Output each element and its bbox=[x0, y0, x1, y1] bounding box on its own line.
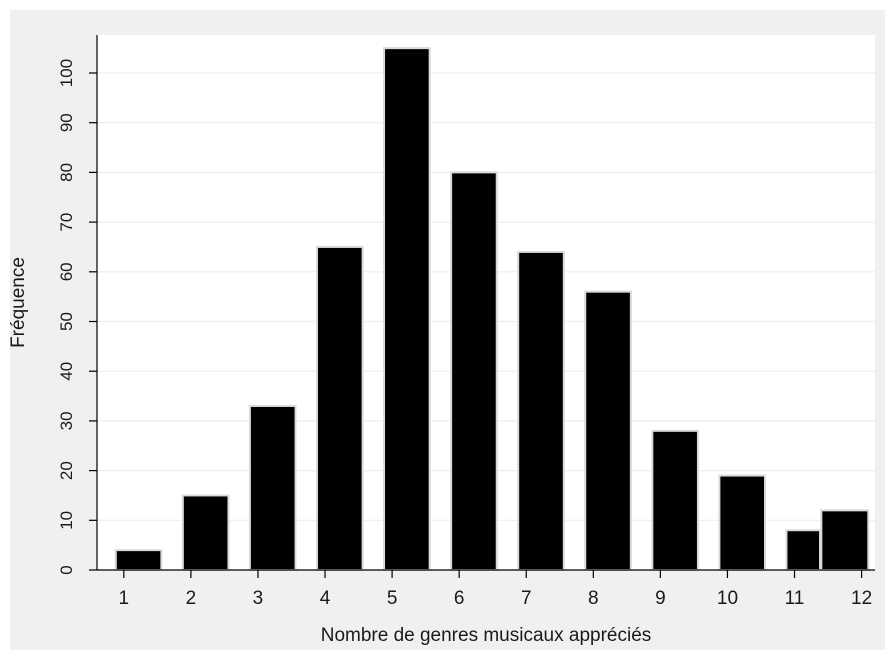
y-axis-ticks: 0 10 20 30 40 50 60 70 80 90 100 bbox=[57, 59, 97, 575]
y-tick-label: 10 bbox=[57, 511, 76, 530]
bar bbox=[114, 549, 163, 571]
bar bbox=[248, 404, 297, 571]
y-tick-label: 80 bbox=[57, 163, 76, 182]
x-tick-label: 11 bbox=[785, 588, 805, 609]
y-tick-label: 20 bbox=[57, 461, 76, 480]
x-axis-ticks: 1 2 3 4 5 6 7 8 9 10 11 12 bbox=[119, 570, 872, 609]
bar bbox=[181, 494, 230, 572]
axes bbox=[96, 35, 875, 571]
bar bbox=[718, 474, 767, 572]
x-tick-label: 8 bbox=[588, 588, 599, 609]
bar bbox=[785, 529, 822, 571]
bar bbox=[651, 429, 699, 571]
x-tick-label: 6 bbox=[454, 588, 465, 609]
x-tick-label: 12 bbox=[851, 588, 872, 609]
y-tick-label: 60 bbox=[57, 262, 76, 281]
bar bbox=[450, 171, 498, 571]
x-tick-label: 9 bbox=[655, 588, 666, 609]
bar bbox=[517, 250, 565, 571]
y-tick-label: 70 bbox=[57, 213, 76, 232]
bar bbox=[383, 47, 431, 571]
bar bbox=[820, 509, 870, 571]
y-tick-label: 30 bbox=[57, 411, 76, 430]
x-axis-title: Nombre de genres musicaux appréciés bbox=[321, 625, 652, 646]
x-tick-label: 3 bbox=[253, 588, 264, 609]
y-tick-label: 100 bbox=[57, 59, 76, 87]
x-tick-label: 4 bbox=[320, 588, 331, 609]
bar bbox=[584, 290, 632, 571]
y-tick-label: 0 bbox=[57, 565, 76, 574]
bar bbox=[315, 245, 364, 571]
x-tick-label: 2 bbox=[186, 588, 197, 609]
x-tick-label: 1 bbox=[119, 588, 130, 609]
y-tick-label: 90 bbox=[57, 113, 76, 132]
y-tick-label: 50 bbox=[57, 312, 76, 331]
y-axis-title: Fréquence bbox=[8, 257, 29, 348]
y-tick-label: 40 bbox=[57, 362, 76, 381]
x-tick-label: 7 bbox=[521, 588, 532, 609]
bars bbox=[114, 47, 870, 572]
x-tick-label: 10 bbox=[717, 588, 738, 609]
x-tick-label: 5 bbox=[387, 588, 398, 609]
